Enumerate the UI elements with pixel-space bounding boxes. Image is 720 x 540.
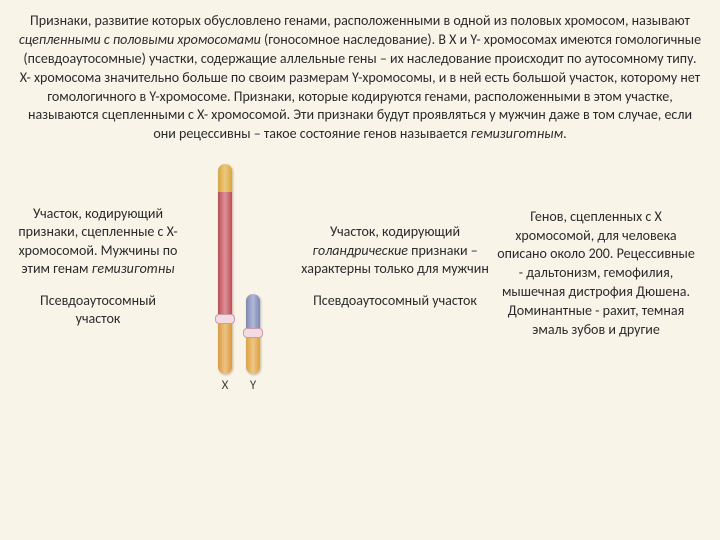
mid-block-2: Псевдоаутосомный участок [300,292,490,310]
lower-section: Участок, кодирующий признаки, сцепленные… [18,154,702,393]
left-block-1: Участок, кодирующий признаки, сцепленные… [18,205,178,278]
chromosome-labels: X Y [218,378,260,393]
main-paragraph: Признаки, развитие которых обусловлено г… [18,12,702,144]
right-column: Генов, сцепленных с X хромосомой, для че… [496,208,696,340]
left-column: Участок, кодирующий признаки, сцепленные… [18,205,178,342]
mid-column: Участок, кодирующий голандрические призн… [300,223,490,324]
label-y: Y [246,378,260,393]
mid-block-1: Участок, кодирующий голандрические призн… [300,223,490,278]
chromosome-y [246,294,260,374]
label-x: X [218,378,232,393]
left-block-2: Псевдоаутосомный участок [18,292,178,328]
chromosome-diagram: X Y [184,154,294,393]
chromosome-x [218,164,232,374]
